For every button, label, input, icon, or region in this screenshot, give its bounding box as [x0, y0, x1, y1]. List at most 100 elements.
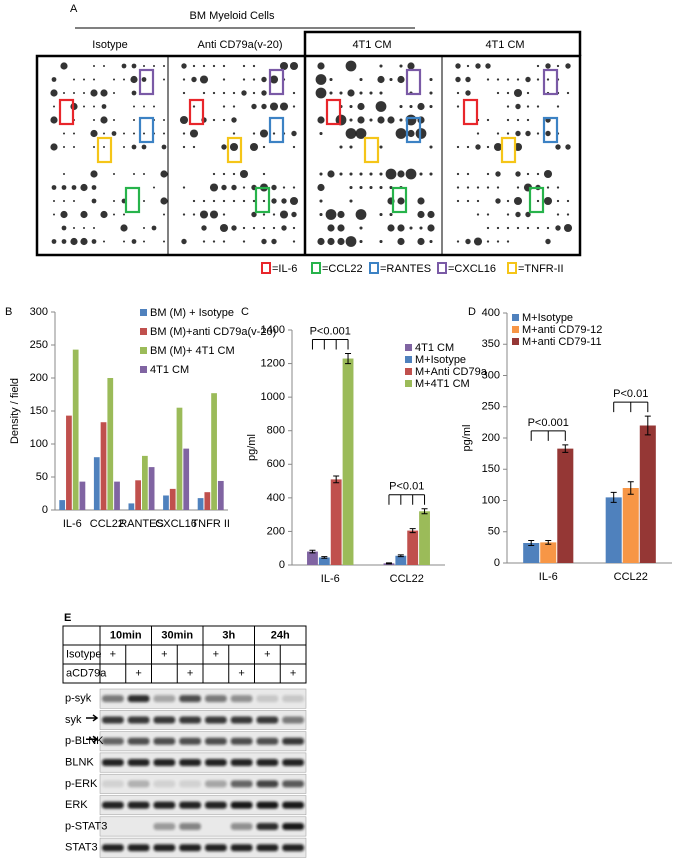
array-dot — [327, 237, 335, 246]
array-dot — [526, 118, 530, 122]
array-dot — [141, 77, 147, 82]
array-dot — [407, 62, 415, 70]
array-dot — [222, 105, 226, 108]
array-dot — [152, 186, 156, 189]
highlight-box — [542, 116, 559, 144]
highlight-box — [325, 98, 342, 126]
array-dot — [82, 91, 86, 95]
array-dot — [192, 145, 196, 149]
array-dot — [60, 210, 68, 219]
array-dot — [242, 64, 246, 68]
blot-band — [230, 716, 253, 724]
array-dot — [456, 240, 460, 243]
array-dot — [189, 129, 199, 138]
array-dot — [515, 130, 521, 137]
array-dot — [50, 116, 58, 124]
bar — [639, 425, 656, 563]
array-dot — [399, 118, 403, 122]
array-dot — [536, 132, 540, 135]
array-dot — [102, 132, 106, 135]
array-dot — [132, 105, 136, 108]
array-dot — [162, 64, 166, 68]
bar — [114, 481, 120, 510]
array-dot — [556, 199, 560, 203]
array-dot — [242, 78, 246, 81]
array-dot — [262, 213, 266, 216]
array-dot — [466, 186, 470, 189]
array-dot — [349, 118, 353, 122]
bar — [217, 480, 224, 510]
array-dot — [122, 132, 126, 135]
array-dot — [232, 91, 236, 95]
array-dot — [51, 77, 57, 82]
array-dot — [291, 211, 297, 218]
array-dot — [112, 118, 116, 122]
blot-band — [205, 844, 227, 852]
y-tick-label: 100 — [30, 438, 48, 450]
legend-label: BM (M)+ 4T1 CM — [150, 345, 235, 357]
y-tick-label: 350 — [482, 338, 500, 350]
bar — [107, 378, 114, 510]
array-dot — [131, 144, 137, 150]
array-dot — [152, 64, 156, 68]
array-dot — [192, 105, 196, 108]
array-dot — [271, 198, 277, 204]
array-dot — [387, 224, 395, 232]
array-dot — [485, 63, 491, 69]
array-dot — [162, 118, 166, 122]
blot-band — [153, 716, 176, 724]
highlight-box — [96, 136, 113, 164]
array-dot — [122, 78, 126, 81]
legend-swatch — [311, 262, 321, 274]
array-dot — [182, 132, 186, 135]
array-dot — [199, 210, 209, 219]
bar — [176, 407, 183, 510]
blot-band — [230, 822, 253, 830]
array-dot — [417, 237, 425, 246]
array-dot — [349, 145, 353, 149]
array-dot — [486, 240, 490, 243]
array-dot — [347, 89, 355, 97]
array-dot — [272, 226, 276, 230]
blot-band — [102, 801, 124, 809]
array-dot — [486, 186, 490, 189]
significance-bracket — [388, 494, 426, 505]
highlight-box — [124, 186, 141, 214]
blot-band — [230, 737, 253, 745]
error-bar — [409, 528, 416, 534]
array-dot — [179, 115, 189, 125]
array-dot — [122, 240, 126, 243]
array-dot — [261, 238, 267, 245]
x-tick-label: CCL22 — [90, 518, 124, 530]
column-header: 4T1 CM — [485, 39, 524, 51]
legend-label: M+Isotype — [522, 312, 573, 324]
array-dot — [345, 60, 357, 72]
array-dot — [92, 78, 96, 81]
array-dot — [142, 132, 146, 135]
blot-band — [179, 822, 201, 830]
array-dot — [473, 237, 483, 246]
legend-label: M+anti CD79-11 — [522, 336, 602, 348]
bar — [605, 497, 622, 563]
blot-band — [205, 716, 227, 724]
array-dot — [515, 211, 521, 218]
array-dot — [455, 63, 461, 69]
bar — [100, 422, 107, 510]
array-dot — [327, 224, 335, 232]
array-dot — [555, 225, 561, 231]
blot-band — [153, 695, 176, 703]
array-dot — [536, 172, 540, 176]
array-dot — [545, 130, 551, 137]
array-dot — [359, 185, 363, 190]
y-tick-label: 400 — [267, 492, 285, 504]
array-dot — [100, 89, 108, 97]
array-dot — [242, 186, 246, 189]
array-dot — [70, 237, 78, 246]
array-dot — [242, 226, 246, 230]
array-dot — [252, 64, 256, 68]
array-dot — [429, 239, 433, 244]
bar — [66, 415, 72, 510]
array-dot — [192, 199, 196, 203]
blot-label: p-ERK — [65, 778, 98, 790]
array-dot — [142, 199, 146, 203]
